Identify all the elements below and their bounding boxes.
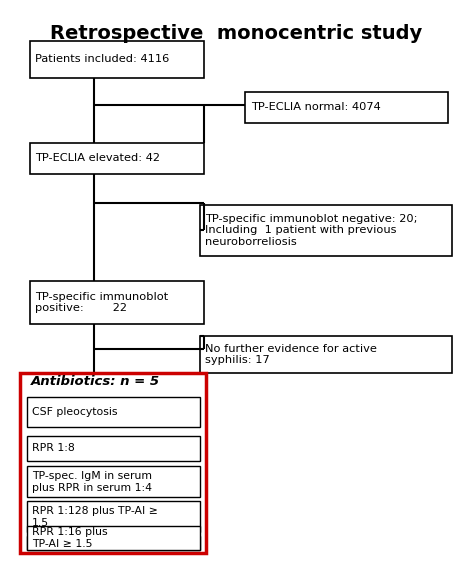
FancyBboxPatch shape [27,537,200,550]
FancyBboxPatch shape [27,501,200,533]
Text: TP-specific immunoblot
positive:        22: TP-specific immunoblot positive: 22 [35,292,168,313]
Text: No further evidence for active
syphilis: 17: No further evidence for active syphilis:… [205,344,377,366]
Text: Retrospective  monocentric study: Retrospective monocentric study [50,24,422,43]
Text: TP-ECLIA normal: 4074: TP-ECLIA normal: 4074 [251,102,381,113]
FancyBboxPatch shape [27,526,200,550]
FancyBboxPatch shape [29,41,204,77]
Text: CSF pleocytosis: CSF pleocytosis [32,407,118,417]
Text: Patients included: 4116: Patients included: 4116 [35,55,169,64]
Text: TP-specific immunoblot negative: 20;
Including  1 patient with previous
neurobor: TP-specific immunoblot negative: 20; Inc… [205,214,418,247]
FancyBboxPatch shape [200,205,452,256]
Text: RPR 1:128 plus TP-AI ≥
1.5: RPR 1:128 plus TP-AI ≥ 1.5 [32,506,158,528]
FancyBboxPatch shape [200,336,452,373]
FancyBboxPatch shape [27,397,200,426]
FancyBboxPatch shape [27,466,200,498]
Text: RPR 1:8: RPR 1:8 [32,443,74,453]
Text: TP-spec. IgM in serum
plus RPR in serum 1:4: TP-spec. IgM in serum plus RPR in serum … [32,471,152,492]
FancyBboxPatch shape [246,92,447,123]
Text: RPR 1:16 plus
TP-AI ≥ 1.5: RPR 1:16 plus TP-AI ≥ 1.5 [32,528,108,549]
FancyBboxPatch shape [29,281,204,324]
FancyBboxPatch shape [29,143,204,174]
Text: TP-ECLIA elevated: 42: TP-ECLIA elevated: 42 [35,153,160,164]
FancyBboxPatch shape [20,373,207,553]
Text: Antibiotics: n = 5: Antibiotics: n = 5 [30,375,160,387]
FancyBboxPatch shape [27,436,200,461]
